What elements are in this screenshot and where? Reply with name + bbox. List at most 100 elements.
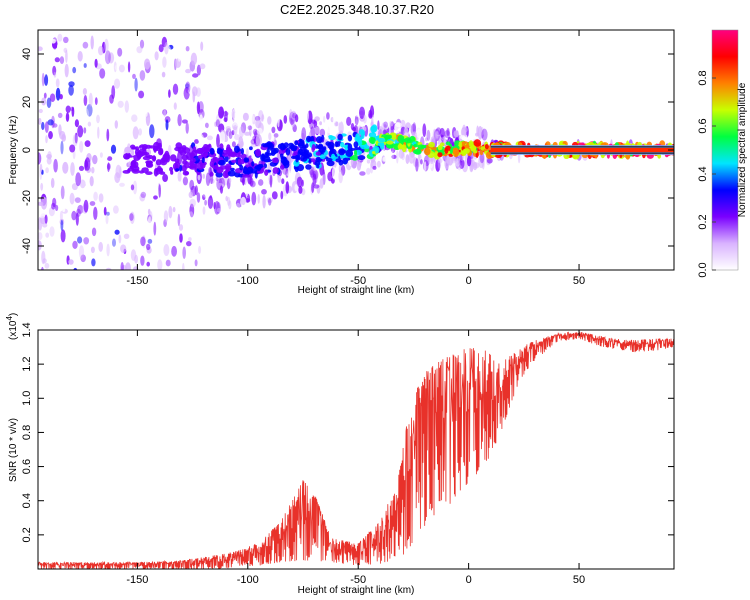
- spectrogram-noise-blob: [298, 185, 303, 194]
- spectrogram-ridge-blob: [127, 167, 135, 172]
- spectrogram-ridge-blob: [262, 144, 269, 148]
- spectrogram-ridge-blob: [338, 148, 346, 156]
- spectrogram-noise-blob: [285, 181, 290, 194]
- spectrogram-noise-blob: [232, 117, 239, 127]
- snr-axes: -150 -100 -50 0 50 0.2 0.4 0.6 0.8 1.0 1.2 1.4: [21, 322, 674, 586]
- spectrogram-noise-blob: [74, 197, 81, 204]
- spectrogram-noise-blob: [62, 207, 66, 213]
- spectrogram-ridge-blob: [449, 147, 453, 154]
- spectrogram-noise-blob: [177, 47, 181, 62]
- spectrogram-ridge-blob: [199, 162, 206, 169]
- spectrogram-noise-blob: [180, 213, 186, 225]
- spectrogram-noise-blob: [113, 61, 117, 73]
- spectrogram-noise-blob: [64, 63, 69, 78]
- spectrogram-noise-blob: [190, 52, 198, 66]
- colorbar-tick-label: 0.6: [697, 118, 709, 133]
- spectrogram-noise-blob: [138, 90, 145, 99]
- spectrogram-noise-blob: [250, 138, 256, 145]
- spectrogram-ridge-blob: [328, 135, 336, 141]
- spectrogram-noise-blob: [194, 139, 199, 144]
- spectrogram-ridge-blob: [210, 158, 218, 163]
- spectrogram-ridge-blob: [347, 134, 353, 142]
- spectrogram-noise-blob: [89, 176, 94, 187]
- spectrogram-noise-blob: [266, 197, 273, 203]
- spectrogram-noise-blob: [176, 180, 182, 194]
- spectrogram-noise-blob: [363, 114, 367, 124]
- spectrogram-noise-blob: [79, 176, 86, 190]
- spectrogram-noise-blob: [79, 140, 84, 153]
- spectrogram-ridge-blob: [163, 154, 168, 162]
- spectrogram-ridge-blob: [484, 144, 489, 150]
- spectrogram-noise-blob: [60, 219, 64, 232]
- spectrogram-ridge-blob: [136, 152, 142, 160]
- spectrogram-noise-blob: [180, 277, 184, 281]
- spectrogram-noise-blob: [38, 232, 43, 241]
- spectrogram-noise-blob: [437, 156, 442, 170]
- spectrogram-noise-blob: [83, 237, 90, 245]
- spectrogram-noise-blob: [90, 246, 95, 253]
- spectrogram-noise-blob: [71, 183, 78, 191]
- spectrogram-noise-blob: [94, 269, 97, 270]
- spectrogram-noise-blob: [106, 128, 110, 142]
- spectrogram-noise-blob: [286, 170, 292, 177]
- spectrogram-ridge-blob: [294, 154, 300, 160]
- spectrogram-x-tick-label: -100: [237, 275, 259, 287]
- spectrogram-noise-blob: [118, 129, 125, 137]
- spectrogram-ridge-blob: [302, 144, 307, 149]
- snr-exponent: (x104): [5, 313, 19, 340]
- spectrogram-ridge-blob: [209, 171, 214, 177]
- snr-panel: -150 -100 -50 0 50 0.2 0.4 0.6 0.8 1.0 1.2 1.4 Heig…: [5, 313, 675, 596]
- spectrogram-noise-blob: [52, 65, 57, 76]
- spectrogram-ridge-blob: [401, 144, 407, 153]
- spectrogram-noise-blob: [41, 121, 45, 131]
- spectrogram-noise-blob: [177, 170, 182, 183]
- spectrogram-noise-blob: [279, 119, 283, 131]
- spectrogram-noise-blob: [127, 61, 131, 73]
- spectrogram-noise-blob: [43, 104, 47, 110]
- spectrogram-noise-blob: [48, 131, 53, 140]
- spectrogram-ridge-blob: [249, 146, 253, 151]
- snr-y-tick-label: 1.4: [21, 322, 33, 337]
- spectrogram-ridge-blob: [216, 166, 224, 174]
- spectrogram-noise-blob: [91, 56, 96, 65]
- snr-y-tick-label: 1.2: [21, 356, 33, 371]
- spectrogram-noise-blob: [81, 217, 85, 225]
- spectrogram-noise-blob: [83, 108, 90, 121]
- spectrogram-noise-blob: [158, 44, 164, 53]
- spectrogram-noise-blob: [117, 100, 124, 108]
- spectrogram-noise-blob: [401, 151, 405, 161]
- spectrogram-noise-blob: [129, 213, 134, 221]
- chart-title: C2E2.2025.348.10.37.R20: [280, 2, 434, 17]
- spectrogram-noise-blob: [132, 73, 136, 79]
- spectrogram-noise-blob: [93, 191, 97, 201]
- spectrogram-ridge-blob: [462, 148, 467, 155]
- spectrogram-ridge-blob: [192, 146, 197, 153]
- spectrogram-noise-blob: [273, 177, 276, 184]
- spectrogram-ridge-blob: [577, 142, 585, 146]
- spectrogram-noise-blob: [281, 178, 285, 185]
- spectrogram-noise-blob: [250, 143, 257, 148]
- spectrogram-ridge-blob: [158, 148, 164, 156]
- spectrogram-ridge-blob: [242, 174, 251, 178]
- spectrogram-ridge-blob: [306, 135, 312, 143]
- spectrogram-noise-blob: [215, 119, 220, 128]
- spectrogram-noise-blob: [271, 191, 278, 200]
- spectrogram-noise-blob: [346, 116, 352, 126]
- spectrogram-noise-blob: [104, 38, 109, 53]
- spectrogram-noise-blob: [105, 214, 109, 225]
- spectrogram-noise-blob: [240, 122, 247, 134]
- spectrogram-noise-blob: [412, 122, 417, 133]
- spectrogram-noise-blob: [258, 179, 264, 186]
- spectrogram-ridge-blob: [272, 149, 278, 154]
- spectrogram-noise-blob: [82, 39, 88, 52]
- spectrogram-noise-blob: [251, 113, 256, 125]
- spectrogram-noise-blob: [106, 211, 110, 216]
- spectrogram-noise-blob: [93, 206, 98, 220]
- spectrogram-ridge-blob: [311, 144, 316, 151]
- spectrogram-ridge-blob: [237, 148, 242, 152]
- spectrogram-ridge-blob: [175, 142, 183, 150]
- spectrogram-ridge-blob: [142, 151, 150, 155]
- spectrogram-noise-blob: [63, 36, 69, 44]
- spectrogram-ridge-blob: [326, 160, 335, 167]
- spectrogram-noise-blob: [269, 174, 273, 188]
